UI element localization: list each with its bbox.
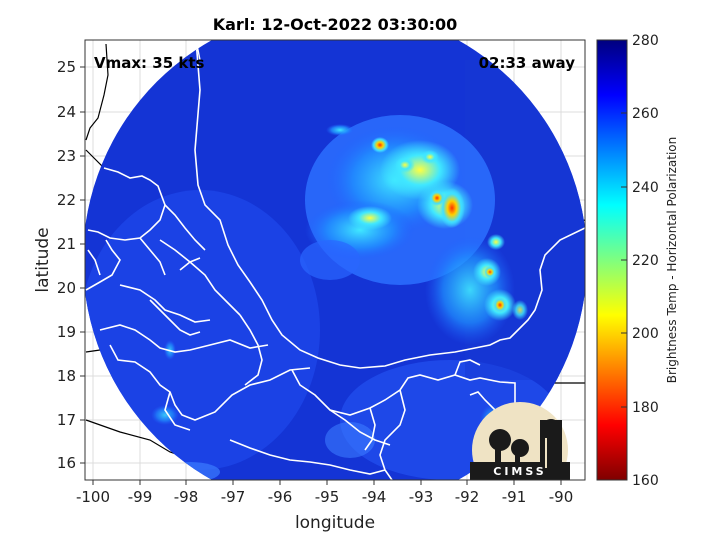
x-tick-label: -90 <box>549 488 574 506</box>
x-tick-label: -95 <box>315 488 340 506</box>
colorbar-tick-label: 260 <box>632 106 659 122</box>
colorbar-label: Brightness Temp - Horizontal Polarizatio… <box>665 137 679 384</box>
logo-text: CIMSS <box>493 465 546 478</box>
colorbar-tick-label: 160 <box>632 473 659 489</box>
y-tick-label: 17 <box>57 411 76 429</box>
land-borders-edge <box>195 40 201 61</box>
colorbar: 160 180 200 220 240 260 280 Brightness T… <box>596 33 679 489</box>
colorbar-tick-label: 200 <box>632 326 659 342</box>
plot-area: CIMSS <box>85 40 585 480</box>
x-tick-label: -93 <box>409 488 434 506</box>
colorbar-tick-label: 240 <box>632 180 659 196</box>
x-tick-label: -96 <box>268 488 293 506</box>
y-tick-label: 16 <box>57 454 76 472</box>
y-tick-label: 20 <box>57 279 76 297</box>
x-tick-label: -94 <box>362 488 387 506</box>
y-tick-label: 25 <box>57 58 76 76</box>
y-tick-label: 18 <box>57 367 76 385</box>
x-tick-label: -99 <box>128 488 153 506</box>
y-tick-label: 23 <box>57 147 76 165</box>
chart-title: Karl: 12-Oct-2022 03:30:00 <box>213 15 458 34</box>
x-tick-label: -98 <box>174 488 199 506</box>
brightness-disk <box>85 40 585 480</box>
x-tick-label: -92 <box>455 488 480 506</box>
y-axis-label: latitude <box>33 227 53 292</box>
colorbar-tick-label: 280 <box>632 33 659 49</box>
plot-frame <box>84 39 586 481</box>
x-tick-label: -91 <box>502 488 527 506</box>
colorbar-tick-label: 180 <box>632 400 659 416</box>
x-tick-label: -100 <box>76 488 110 506</box>
x-axis: -100 -99 -98 -97 -96 -95 -94 -93 -92 -91… <box>76 480 573 533</box>
y-tick-label: 19 <box>57 323 76 341</box>
y-tick-label: 22 <box>57 191 76 209</box>
y-tick-label: 21 <box>57 235 76 253</box>
y-tick-label: 24 <box>57 103 76 121</box>
x-axis-label: longitude <box>295 513 375 533</box>
cimss-logo: CIMSS <box>470 402 570 480</box>
x-tick-label: -97 <box>221 488 246 506</box>
time-away-annotation: 02:33 away <box>479 54 576 72</box>
colorbar-tick-label: 220 <box>632 253 659 269</box>
vmax-annotation: Vmax: 35 kts <box>94 54 204 72</box>
coastline-inside <box>85 40 585 480</box>
y-axis: 16 17 18 19 20 21 22 23 24 25 latitude <box>33 58 85 472</box>
